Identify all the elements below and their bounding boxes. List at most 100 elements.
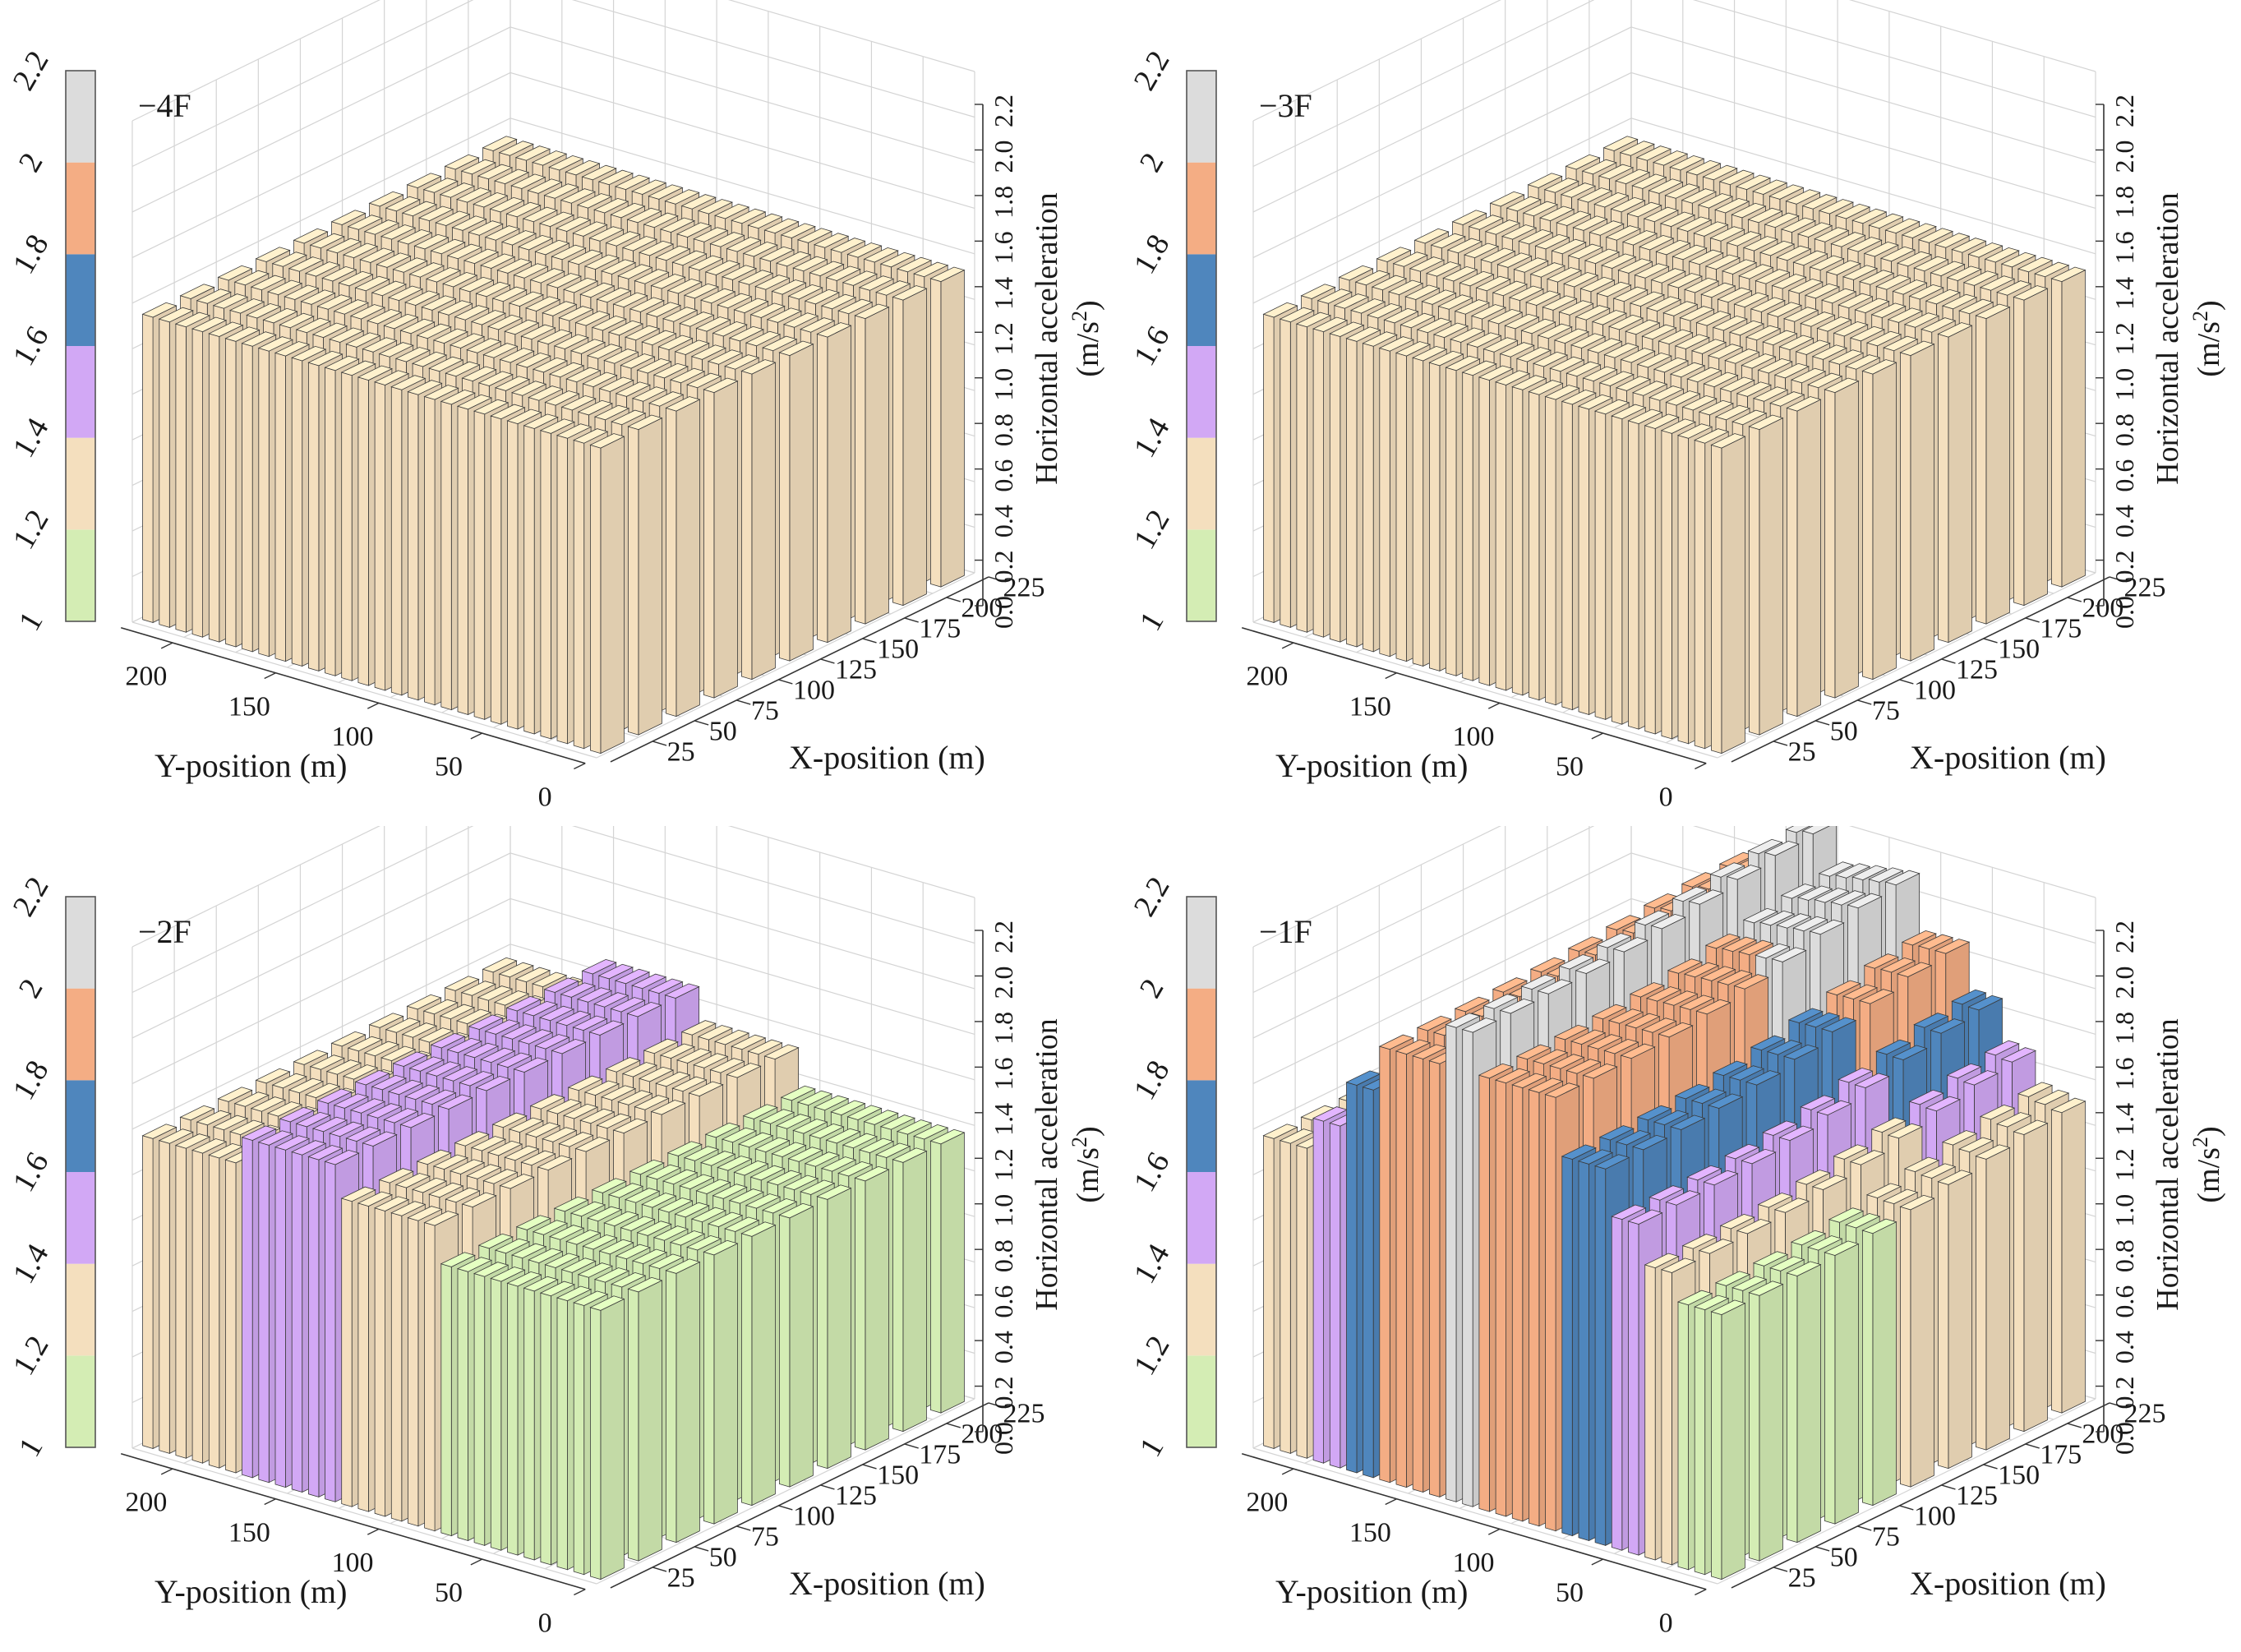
x-tick-label: 125 — [1956, 655, 1998, 685]
bar-face — [1766, 302, 1803, 317]
bar-face — [430, 238, 466, 255]
bar-face — [399, 318, 436, 335]
z-unit-suffix: ) — [1071, 300, 1105, 311]
bar-face — [1759, 910, 1796, 926]
bar-face — [1549, 356, 1585, 372]
bar-face — [751, 362, 776, 681]
z-tick-label: 0.2 — [989, 551, 1018, 584]
bar-face — [1522, 201, 1559, 217]
colorbar-tick-label: 1.4 — [7, 413, 56, 464]
bar-face — [1494, 1068, 1531, 1084]
bar-face — [1790, 1230, 1827, 1246]
bar-face — [688, 1081, 724, 1097]
bar — [1786, 396, 1822, 718]
bar-face — [217, 265, 253, 281]
bar-face — [1731, 409, 1768, 426]
bar-face — [573, 1290, 609, 1306]
bar-face — [556, 216, 592, 232]
bar-face — [546, 1099, 583, 1114]
z-tick-label: 0.0 — [2110, 596, 2139, 629]
bar-face — [712, 1184, 748, 1199]
bar-face — [1641, 324, 1677, 340]
bar-face — [579, 282, 616, 298]
bar-face — [612, 1118, 648, 1134]
bar-face — [1801, 194, 1838, 210]
bar-face — [655, 245, 691, 261]
y-tick-label: 100 — [331, 1548, 373, 1578]
bar-face — [588, 1020, 625, 1036]
z-tick-label: 0.0 — [2110, 1422, 2139, 1455]
bar-face — [792, 256, 828, 272]
bar-face — [475, 1075, 511, 1091]
bar-face — [1636, 1105, 1672, 1121]
z-unit-prefix: (m/s — [1071, 321, 1105, 377]
bar-face — [1816, 1100, 1852, 1116]
x-tick-label: 225 — [2124, 573, 2166, 603]
colorbar-band — [1187, 162, 1216, 255]
z-tick-label: 0.6 — [2110, 1285, 2139, 1318]
bar-face — [863, 1110, 899, 1125]
bar-face — [307, 1145, 344, 1161]
bar-face — [1884, 218, 1921, 234]
bar-face — [1378, 336, 1415, 352]
bar — [1861, 1218, 1897, 1507]
bar-face — [567, 249, 603, 265]
bar-face — [699, 288, 736, 304]
colorbar-frame — [1186, 70, 1217, 622]
bar-face — [837, 298, 874, 315]
bar-face — [357, 1191, 394, 1207]
bar-face — [600, 436, 625, 754]
bar-face — [1661, 1269, 1672, 1566]
bar-face — [499, 348, 535, 363]
bar-face — [537, 329, 573, 345]
bar-face — [634, 1095, 670, 1110]
x-tick — [652, 1567, 667, 1572]
bar-face — [477, 164, 514, 180]
bar-face — [593, 197, 629, 214]
bar — [1824, 1240, 1860, 1525]
bar-face — [1482, 337, 1519, 353]
bar-face — [505, 201, 542, 218]
bar-face — [1482, 994, 1519, 1009]
bar-face — [1741, 353, 1777, 369]
bar-face — [638, 1280, 662, 1562]
x-tick-label: 25 — [1788, 1563, 1816, 1594]
bar-face — [665, 1258, 701, 1274]
bar-face — [588, 226, 625, 242]
bar-face — [567, 1075, 603, 1091]
bar-face — [1565, 154, 1601, 170]
bar-face — [421, 295, 457, 311]
bar-face — [523, 413, 559, 429]
bar-face — [1875, 1039, 1911, 1055]
bar-face — [158, 307, 194, 323]
x-tick — [862, 638, 877, 644]
bar-face — [741, 1233, 753, 1507]
bar-face — [1594, 1165, 1607, 1546]
bar-face — [1542, 295, 1578, 311]
bar-face — [621, 236, 658, 251]
x-tick — [2025, 617, 2040, 623]
bar-face — [615, 1244, 652, 1260]
z-tick-label: 0.4 — [989, 1331, 1018, 1364]
bar-face — [820, 293, 857, 310]
bar-face — [430, 1032, 466, 1049]
bar-face — [563, 1103, 599, 1119]
bar-face — [1967, 242, 2004, 258]
bar-face — [747, 213, 783, 229]
bar-face — [1669, 155, 1705, 171]
bar-face — [342, 242, 379, 259]
bar-face — [1707, 344, 1744, 359]
bar-face — [1658, 329, 1694, 345]
bar-face — [1615, 376, 1652, 391]
bar-face — [596, 287, 632, 303]
bar-face — [1371, 275, 1408, 291]
bar-face — [1543, 178, 1579, 193]
bar-face — [1511, 1084, 1524, 1522]
bar-face — [766, 307, 803, 323]
x-tick-label: 200 — [961, 593, 1003, 624]
bar-face — [1648, 385, 1685, 401]
bar-face — [2051, 278, 2063, 588]
y-tick-label: 50 — [1556, 1578, 1584, 1608]
bar-face — [1786, 396, 1822, 412]
bar-face — [1627, 408, 1663, 425]
